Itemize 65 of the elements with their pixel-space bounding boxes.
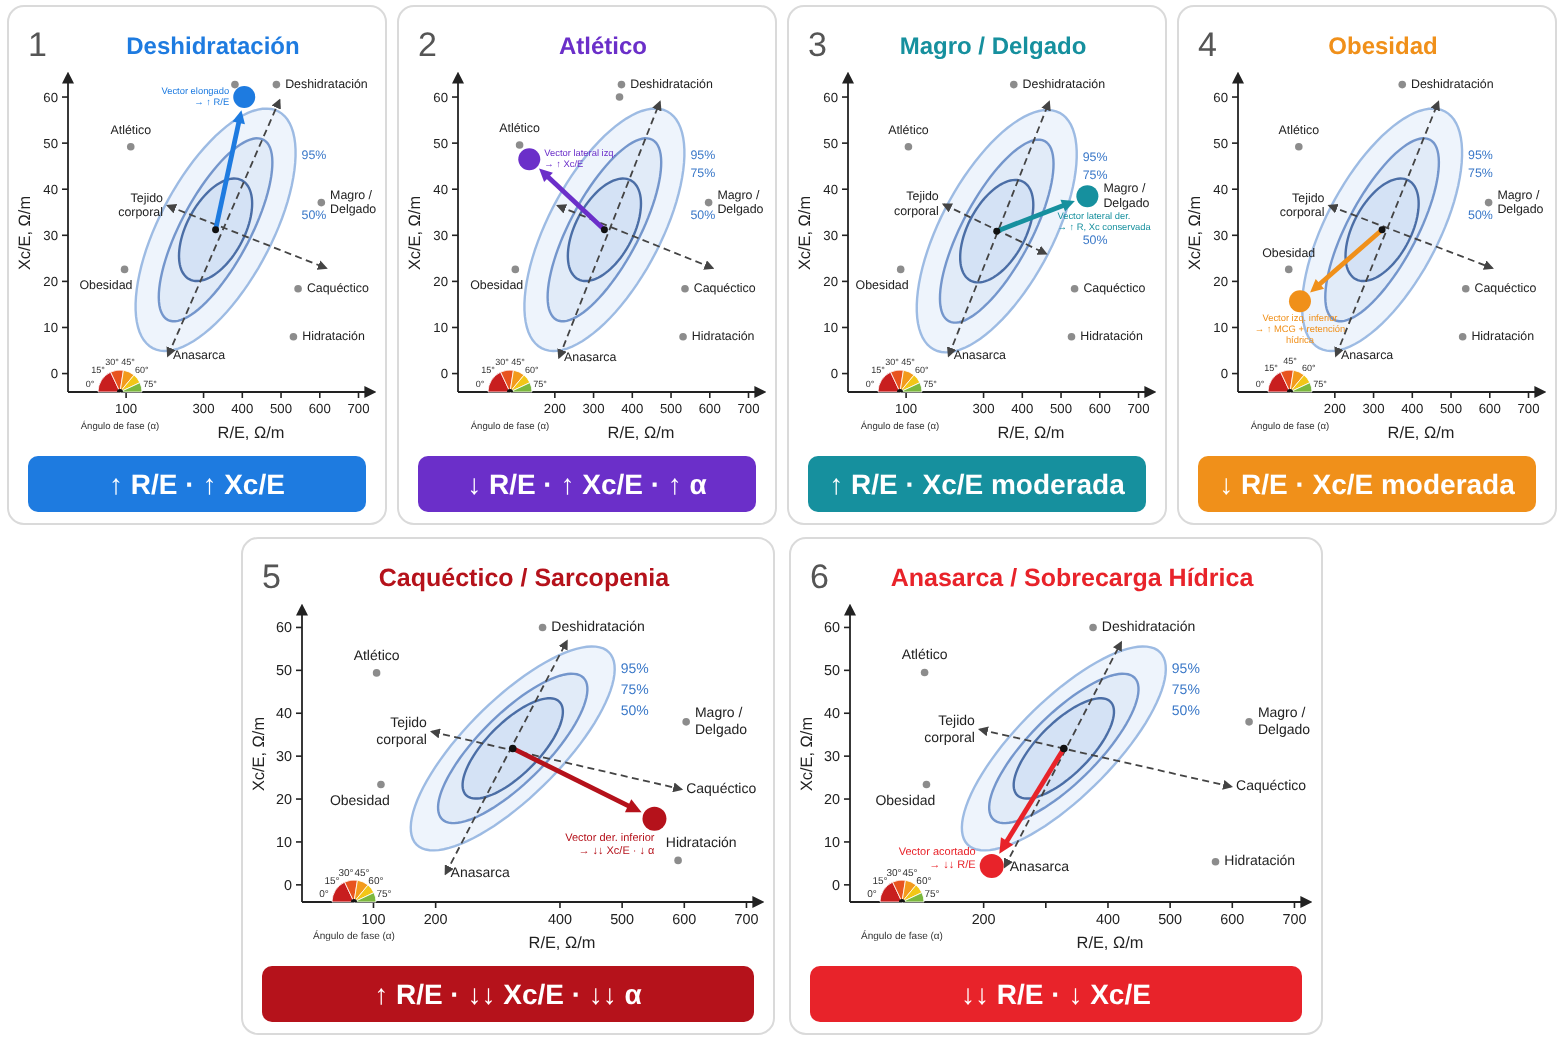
text: ↑ R/E · Xc/E moderada	[829, 468, 1126, 500]
text: ↓↓ R/E · ↓ Xc/E	[961, 978, 1151, 1010]
y-axis-title: Xc/E, Ω/m	[798, 716, 816, 792]
text: ↑ R/E · ↑ Xc/E	[109, 468, 285, 500]
y-axis-title: Xc/E, Ω/m	[250, 716, 268, 792]
chart-title: Obesidad	[1328, 32, 1438, 60]
x-axis-title: R/E, Ω/m	[528, 934, 596, 952]
point	[1089, 623, 1097, 632]
text: 1	[28, 26, 47, 64]
point	[1484, 198, 1493, 207]
point	[231, 80, 239, 89]
point	[515, 141, 524, 149]
chart-title: Magro / Delgado	[899, 32, 1087, 60]
text: ↑ R/E · ↓↓ Xc/E · ↓↓ α	[374, 978, 643, 1010]
x-axis-title: R/E, Ω/m	[217, 424, 285, 442]
point	[272, 80, 281, 89]
y-axis-title: Xc/E, Ω/m	[796, 195, 814, 271]
x-axis-title: R/E, Ω/m	[1076, 934, 1144, 952]
point	[1461, 284, 1470, 293]
x-axis-title: R/E, Ω/m	[1387, 424, 1455, 442]
point	[615, 93, 624, 101]
point	[1295, 143, 1303, 151]
point	[1245, 718, 1253, 726]
point	[511, 265, 520, 274]
point	[317, 198, 326, 207]
point	[538, 623, 547, 632]
point	[679, 332, 687, 341]
point	[681, 284, 689, 293]
point	[1398, 80, 1407, 89]
point	[1009, 80, 1018, 89]
point	[674, 856, 682, 865]
point	[617, 80, 626, 89]
point	[1458, 332, 1467, 341]
point	[372, 669, 381, 677]
x-axis-title: R/E, Ω/m	[997, 424, 1065, 442]
text: 5	[262, 558, 281, 596]
point	[922, 780, 931, 789]
y-axis-title: Xc/E, Ω/m	[16, 195, 34, 271]
y-axis-title: Xc/E, Ω/m	[1186, 195, 1204, 271]
point	[1211, 857, 1220, 866]
point	[289, 332, 298, 341]
chart-title: Atlético	[558, 32, 648, 60]
point	[1067, 332, 1076, 341]
point	[904, 143, 913, 151]
point	[920, 668, 929, 677]
y-axis-title: Xc/E, Ω/m	[406, 195, 424, 271]
text: ↓ R/E · Xc/E moderada	[1219, 468, 1516, 500]
text: 3	[808, 26, 827, 64]
point	[120, 265, 129, 274]
chart-title: Caquéctico / Sarcopenia	[378, 564, 672, 592]
point	[896, 265, 905, 274]
text: 6	[810, 558, 829, 596]
text: 4	[1198, 26, 1217, 64]
point	[377, 780, 385, 789]
point	[1284, 265, 1293, 274]
chart-title: Deshidratación	[126, 32, 300, 60]
point	[294, 284, 302, 293]
text: ↓ R/E · ↑ Xc/E · ↑ α	[467, 468, 708, 500]
point	[1070, 284, 1079, 293]
x-axis-title: R/E, Ω/m	[607, 424, 675, 442]
point	[704, 198, 713, 207]
point	[682, 718, 690, 726]
chart-title: Anasarca / Sobrecarga Hídrica	[890, 564, 1256, 592]
text: 2	[418, 26, 437, 64]
point	[126, 143, 135, 151]
